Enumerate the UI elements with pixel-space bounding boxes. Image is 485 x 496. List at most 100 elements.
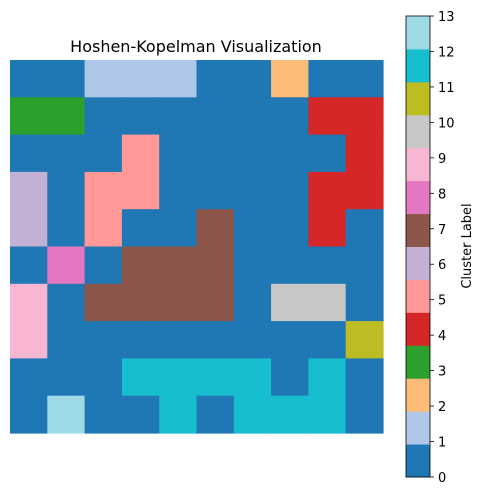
heatmap-cell [271,134,309,173]
heatmap-cell [345,97,384,136]
heatmap-cell [10,246,48,285]
colorbar-outline [405,15,431,478]
heatmap-cell [308,60,347,98]
heatmap-cell [121,358,160,397]
heatmap-cell [159,358,198,397]
heatmap-cell [159,209,198,248]
heatmap-cell [159,395,198,434]
colorbar-tick-label: 2 [438,400,446,415]
colorbar-segment [406,81,430,116]
heatmap-cell [271,60,309,98]
colorbar-tick-label: 7 [438,223,446,238]
heatmap-cell [121,60,160,98]
heatmap-cell [47,97,86,136]
heatmap-cell [84,134,123,173]
heatmap-cell [271,171,309,210]
chart-title: Hoshen-Kopelman Visualization [70,37,322,56]
heatmap-cell [47,171,86,210]
colorbar-segment [406,48,430,83]
heatmap-cell [233,209,272,248]
heatmap-cell [308,97,347,136]
heatmap-cell [196,209,235,248]
colorbar-tick-label: 12 [438,45,455,60]
colorbar-segment [406,114,430,149]
heatmap-cell [47,321,86,359]
colorbar-tick-label: 9 [438,152,446,167]
colorbar-segment [406,312,430,346]
heatmap-cell [345,358,384,397]
colorbar-segment [406,378,430,412]
heatmap-cell [196,395,235,434]
heatmap-cell [271,97,309,136]
heatmap-cell [308,358,347,397]
heatmap-cell [308,134,347,173]
heatmap-cell [84,246,123,285]
heatmap-cell [121,171,160,210]
heatmap-cell [345,134,384,173]
colorbar-segment [406,180,430,215]
heatmap-cell [159,134,198,173]
heatmap-cell [84,395,123,434]
heatmap-cell [159,171,198,210]
colorbar [405,15,431,478]
heatmap-cell [233,171,272,210]
heatmap-cell [271,358,309,397]
heatmap-cell [233,134,272,173]
colorbar-segment [406,279,430,313]
heatmap-cell [196,97,235,136]
heatmap-cell [84,60,123,98]
heatmap-cell [84,171,123,210]
heatmap-cell [345,395,384,434]
heatmap-cell [121,134,160,173]
colorbar-segment [406,147,430,182]
heatmap-cell [308,209,347,248]
heatmap-cell [10,60,48,98]
heatmap-cell [196,171,235,210]
heatmap-cell [159,97,198,136]
colorbar-tick-label: 3 [438,365,446,380]
heatmap-cell [308,171,347,210]
heatmap-cell [308,395,347,434]
heatmap-cell [47,60,86,98]
heatmap-cell [84,97,123,136]
heatmap [10,60,384,434]
heatmap-cell [47,395,86,434]
heatmap-cell [308,283,347,322]
heatmap-cell [121,97,160,136]
heatmap-cell [196,246,235,285]
heatmap-cell [47,209,86,248]
heatmap-cell [233,60,272,98]
colorbar-segment [406,213,430,247]
colorbar-tick-label: 4 [438,329,446,344]
heatmap-cell [84,209,123,248]
heatmap-cell [233,246,272,285]
colorbar-tick-label: 8 [438,187,446,202]
colorbar-tick-label: 6 [438,258,446,273]
heatmap-cell [233,395,272,434]
heatmap-cell [121,246,160,285]
heatmap-cell [271,395,309,434]
heatmap-cell [159,283,198,322]
colorbar-tick-label: 1 [438,436,446,451]
colorbar-tick-label: 13 [438,10,455,25]
colorbar-label: Cluster Label [460,203,475,288]
heatmap-cell [196,321,235,359]
colorbar-tick-label: 11 [438,81,455,96]
heatmap-cell [271,246,309,285]
heatmap-cell [196,134,235,173]
heatmap-cell [159,60,198,98]
heatmap-cell [308,321,347,359]
heatmap-cell [84,283,123,322]
heatmap-cell [84,321,123,359]
heatmap-cell [345,283,384,322]
heatmap-cell [121,321,160,359]
heatmap-cell [10,395,48,434]
colorbar-segment [406,345,430,379]
heatmap-cell [233,283,272,322]
heatmap-cell [196,358,235,397]
heatmap-cell [345,246,384,285]
heatmap-cell [308,246,347,285]
heatmap-cell [10,283,48,322]
